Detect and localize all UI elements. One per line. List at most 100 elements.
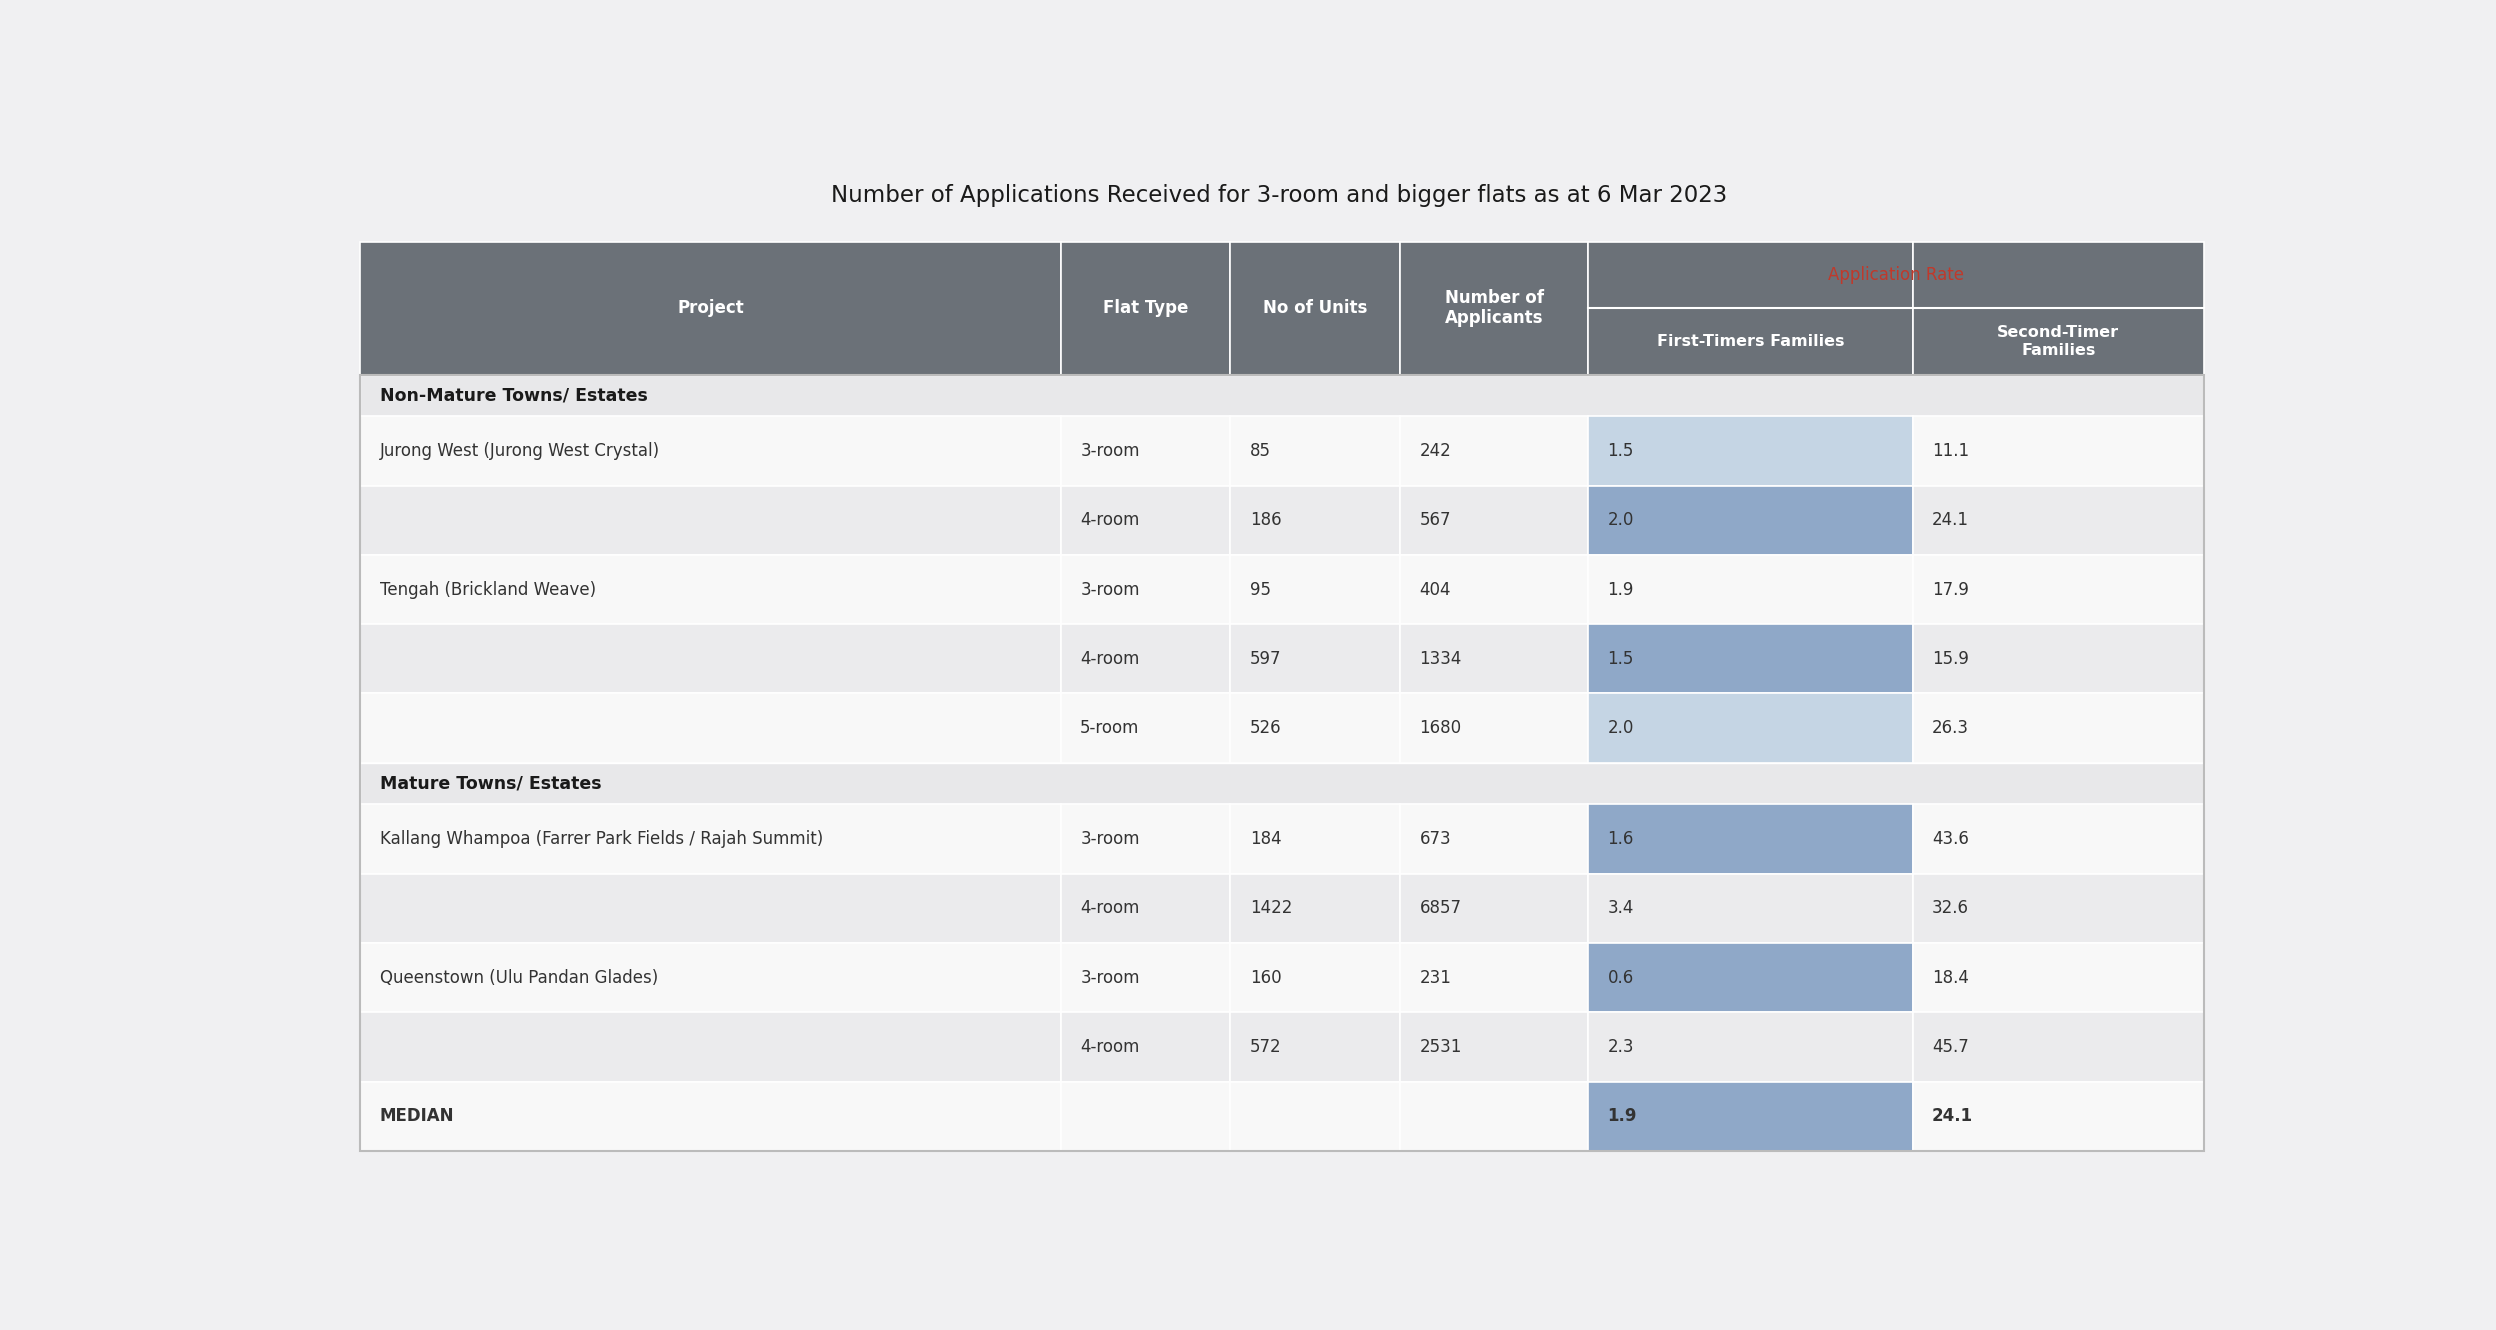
Text: 1422: 1422 [1250, 899, 1293, 918]
Bar [1587, 874, 1912, 943]
Text: 184: 184 [1250, 830, 1280, 849]
Bar [1400, 1012, 1587, 1081]
Text: 160: 160 [1250, 968, 1280, 987]
Text: 26.3: 26.3 [1932, 720, 1969, 737]
Text: First-Timers Families: First-Timers Families [1657, 334, 1845, 348]
Text: 567: 567 [1420, 511, 1450, 529]
Bar [1231, 805, 1400, 874]
Bar [1912, 624, 2204, 693]
Bar [1061, 416, 1231, 485]
Text: 673: 673 [1420, 830, 1450, 849]
Bar [1400, 1081, 1587, 1150]
Text: 3-room: 3-room [1081, 580, 1141, 598]
Text: 32.6: 32.6 [1932, 899, 1969, 918]
Bar [1587, 555, 1912, 624]
Text: 1.9: 1.9 [1607, 1108, 1637, 1125]
Bar [1912, 555, 2204, 624]
Bar [1587, 805, 1912, 874]
Bar [1061, 693, 1231, 763]
Text: 5-room: 5-room [1081, 720, 1141, 737]
Text: 2.0: 2.0 [1607, 511, 1635, 529]
Bar [1587, 693, 1912, 763]
Text: Second-Timer
Families: Second-Timer Families [1997, 325, 2119, 358]
Bar [1061, 805, 1231, 874]
Text: Jurong West (Jurong West Crystal): Jurong West (Jurong West Crystal) [379, 442, 659, 460]
Text: 3.4: 3.4 [1607, 899, 1635, 918]
Bar [1061, 1081, 1231, 1150]
Bar [1231, 943, 1400, 1012]
Bar [359, 485, 1061, 555]
Text: 2.0: 2.0 [1607, 720, 1635, 737]
Bar [1400, 555, 1587, 624]
Bar [1231, 1012, 1400, 1081]
Text: Non-Mature Towns/ Estates: Non-Mature Towns/ Estates [379, 387, 646, 404]
Text: 0.6: 0.6 [1607, 968, 1635, 987]
Text: Flat Type: Flat Type [1103, 299, 1188, 317]
Bar [1912, 805, 2204, 874]
Text: Application Rate: Application Rate [1827, 266, 1964, 283]
Text: 572: 572 [1250, 1037, 1280, 1056]
Bar [1912, 485, 2204, 555]
Bar [1400, 874, 1587, 943]
Text: 231: 231 [1420, 968, 1450, 987]
Text: Kallang Whampoa (Farrer Park Fields / Rajah Summit): Kallang Whampoa (Farrer Park Fields / Ra… [379, 830, 824, 849]
Text: 2.3: 2.3 [1607, 1037, 1635, 1056]
Bar [1231, 693, 1400, 763]
Text: 1680: 1680 [1420, 720, 1463, 737]
Bar [359, 805, 1061, 874]
Bar [1587, 485, 1912, 555]
Bar [359, 555, 1061, 624]
Text: Queenstown (Ulu Pandan Glades): Queenstown (Ulu Pandan Glades) [379, 968, 659, 987]
Bar [1061, 485, 1231, 555]
Bar [359, 1012, 1061, 1081]
Bar [1400, 943, 1587, 1012]
Text: 85: 85 [1250, 442, 1270, 460]
Text: 1.9: 1.9 [1607, 580, 1635, 598]
Text: No of Units: No of Units [1263, 299, 1368, 317]
Text: 11.1: 11.1 [1932, 442, 1969, 460]
Bar [1400, 416, 1587, 485]
Text: 18.4: 18.4 [1932, 968, 1969, 987]
Bar [359, 375, 2204, 416]
Bar [1061, 874, 1231, 943]
Bar [1400, 242, 1587, 375]
Text: 4-room: 4-room [1081, 899, 1141, 918]
Bar [359, 416, 1061, 485]
Text: 1.5: 1.5 [1607, 650, 1635, 668]
Text: Mature Towns/ Estates: Mature Towns/ Estates [379, 774, 602, 793]
Text: Tengah (Brickland Weave): Tengah (Brickland Weave) [379, 580, 597, 598]
Text: Number of
Applicants: Number of Applicants [1445, 289, 1543, 327]
Bar [1912, 874, 2204, 943]
Bar [1912, 1081, 2204, 1150]
Bar [1061, 624, 1231, 693]
Text: 95: 95 [1250, 580, 1270, 598]
Bar [1400, 805, 1587, 874]
Text: 4-room: 4-room [1081, 650, 1141, 668]
Bar [1231, 242, 1400, 375]
Bar [1912, 1012, 2204, 1081]
Bar [1587, 624, 1912, 693]
Text: 1.5: 1.5 [1607, 442, 1635, 460]
Text: 3-room: 3-room [1081, 830, 1141, 849]
Bar [1912, 416, 2204, 485]
Bar [1912, 943, 2204, 1012]
Text: 597: 597 [1250, 650, 1280, 668]
Text: 1334: 1334 [1420, 650, 1463, 668]
Text: 4-room: 4-room [1081, 1037, 1141, 1056]
Bar [359, 624, 1061, 693]
Bar [359, 943, 1061, 1012]
Text: 43.6: 43.6 [1932, 830, 1969, 849]
Text: 2531: 2531 [1420, 1037, 1463, 1056]
Bar [1231, 874, 1400, 943]
Text: 15.9: 15.9 [1932, 650, 1969, 668]
Bar [1231, 485, 1400, 555]
Bar [1231, 555, 1400, 624]
Text: 3-room: 3-room [1081, 968, 1141, 987]
Bar [1061, 555, 1231, 624]
Bar [1231, 416, 1400, 485]
Text: 45.7: 45.7 [1932, 1037, 1969, 1056]
Bar [359, 874, 1061, 943]
Text: 404: 404 [1420, 580, 1450, 598]
Bar [1061, 943, 1231, 1012]
Bar [1061, 242, 1231, 375]
